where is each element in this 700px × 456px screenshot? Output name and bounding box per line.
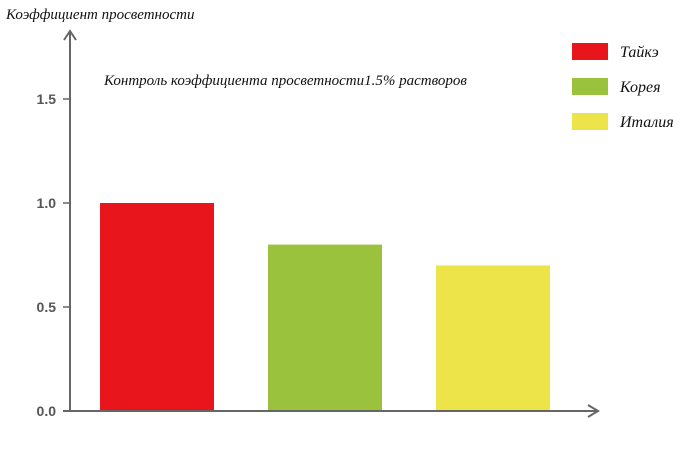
- y-tick-label: 1.0: [37, 195, 57, 211]
- legend: Тайкэ Корея Италия: [572, 43, 674, 131]
- legend-label: Корея: [619, 79, 661, 96]
- y-axis-arrow: [63, 29, 77, 41]
- y-axis-title: Коэффициент просветности: [5, 7, 194, 23]
- x-axis-arrow: [587, 404, 600, 418]
- y-axis-ticks: 0.0 0.5 1.0 1.5: [37, 91, 70, 419]
- bars: [100, 203, 550, 411]
- y-tick-label: 0.0: [37, 403, 57, 419]
- y-tick-label: 0.5: [37, 299, 57, 315]
- axes: [63, 29, 600, 418]
- legend-swatch: [572, 78, 608, 95]
- bar: [100, 203, 214, 411]
- legend-swatch: [572, 113, 608, 130]
- chart-annotation: Контроль коэффициента просветности1.5% р…: [103, 73, 467, 89]
- legend-label: Тайкэ: [620, 44, 659, 61]
- bar: [268, 244, 382, 411]
- y-tick-label: 1.5: [37, 91, 57, 107]
- legend-label: Италия: [619, 114, 674, 131]
- legend-swatch: [572, 43, 608, 60]
- bar: [436, 265, 550, 411]
